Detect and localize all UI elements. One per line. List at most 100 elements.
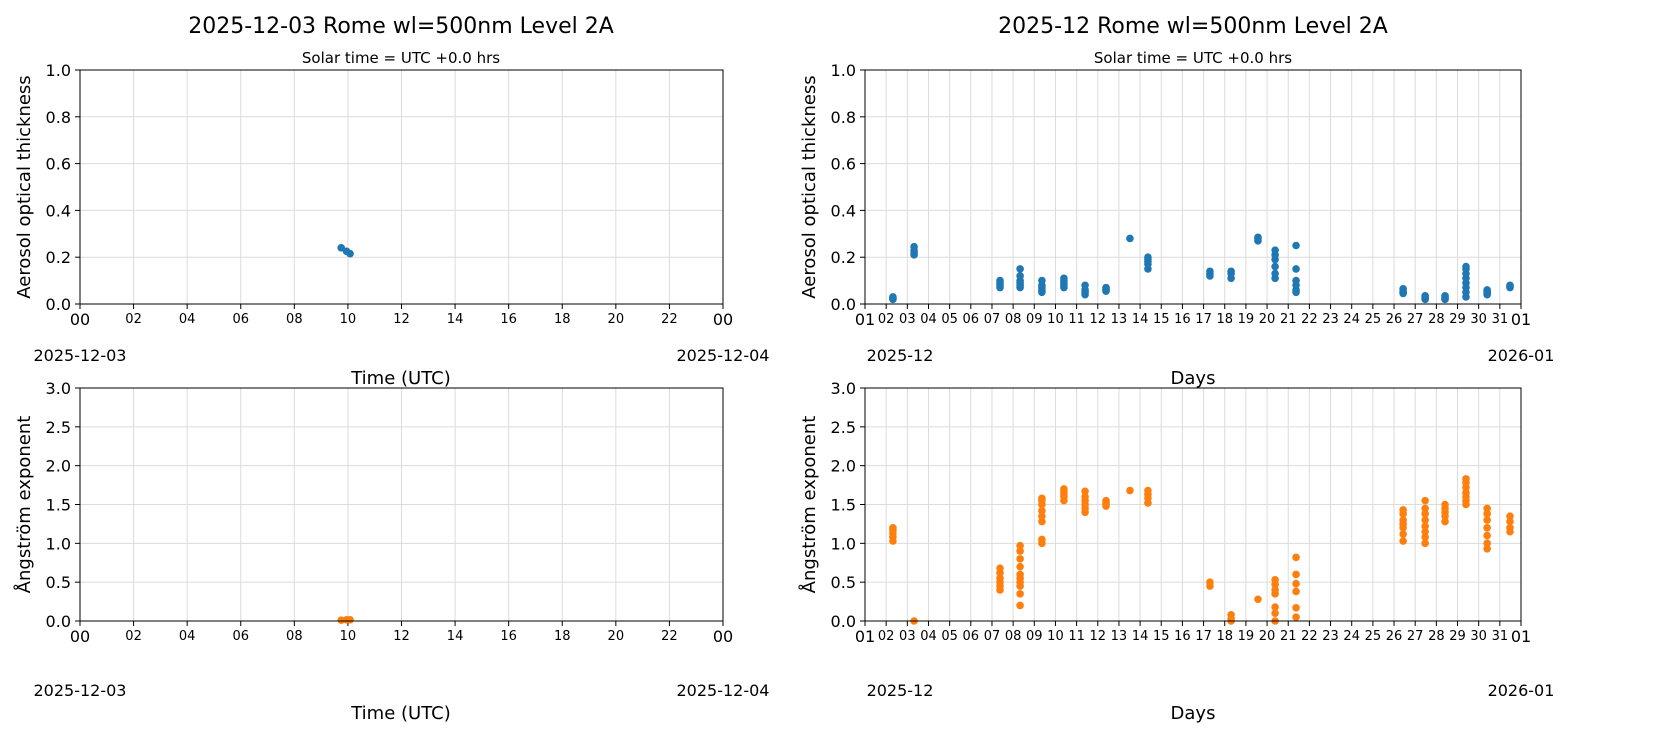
monthly-angstrom-point — [1254, 595, 1262, 604]
daily-aot-xend: 2025-12-04 — [677, 346, 770, 365]
monthly-angstrom-xtick-label: 07 — [984, 629, 1001, 644]
monthly-angstrom-frame — [864, 387, 1522, 622]
monthly-angstrom-ytick-label: 3.0 — [831, 379, 856, 398]
monthly-angstrom-point — [1399, 537, 1407, 545]
monthly-angstrom-point — [1483, 544, 1491, 553]
monthly-aot-xtick-label: 31 — [1492, 312, 1509, 327]
monthly-angstrom-point — [1271, 603, 1279, 611]
monthly-aot-xtick-label: 04 — [920, 312, 937, 327]
monthly-angstrom-xtick-label: 16 — [1174, 629, 1191, 644]
daily-angstrom-xtick-label: 02 — [125, 629, 142, 644]
monthly-angstrom-xtick-label: 12 — [1090, 629, 1107, 644]
daily-aot-xtick-label: 14 — [447, 312, 464, 327]
daily-angstrom-point — [346, 616, 354, 624]
monthly-angstrom-xtick-label: 13 — [1111, 629, 1128, 644]
monthly-aot-ytick-label: 0.6 — [831, 155, 856, 174]
monthly-aot-xtick-label: 26 — [1386, 312, 1403, 327]
daily-angstrom-xtick-label: 16 — [500, 629, 517, 644]
monthly-angstrom-point — [996, 574, 1004, 583]
monthly-angstrom-xtick-label: 19 — [1238, 629, 1255, 644]
daily-angstrom-ytick-label: 3.0 — [46, 379, 71, 398]
monthly-angstrom-xtick-label: 23 — [1322, 629, 1339, 644]
monthly-aot-point — [1016, 272, 1024, 280]
monthly-aot-point — [1462, 262, 1470, 271]
monthly-angstrom-point — [889, 524, 897, 532]
monthly-aot-xtick-label: 01 — [1511, 310, 1531, 329]
monthly-aot-xtick-label: 08 — [1005, 312, 1022, 327]
monthly-angstrom-point — [1038, 494, 1046, 503]
monthly-angstrom-point — [1206, 578, 1214, 586]
monthly-aot-point — [1421, 292, 1429, 300]
monthly-angstrom-point — [1483, 531, 1491, 540]
monthly-angstrom-xtick-label: 30 — [1470, 629, 1487, 644]
daily-subtitle: Solar time = UTC +0.0 hrs — [302, 49, 500, 67]
monthly-angstrom-ytick-label: 2.0 — [831, 457, 856, 476]
monthly-aot-xtick-label: 23 — [1322, 312, 1339, 327]
daily-aot-ytick-label: 0.6 — [46, 155, 71, 174]
daily-angstrom-xtick-label: 06 — [232, 629, 249, 644]
monthly-angstrom-xtick-label: 27 — [1407, 629, 1424, 644]
daily-angstrom-xtick-label: 12 — [393, 629, 410, 644]
monthly-angstrom-point — [1081, 492, 1089, 501]
monthly-aot-point — [1254, 233, 1262, 242]
daily-aot-xtick-label: 10 — [340, 312, 357, 327]
monthly-angstrom-xend: 2026-01 — [1488, 681, 1555, 700]
monthly-aot-xtick-label: 15 — [1153, 312, 1170, 327]
monthly-aot-point — [1292, 276, 1300, 285]
monthly-aot-xtick-label: 28 — [1428, 312, 1445, 327]
monthly-angstrom-point — [1506, 517, 1514, 526]
monthly-aot-point — [1506, 281, 1514, 290]
daily-aot-ylabel: Aerosol optical thickness — [14, 75, 35, 298]
monthly-aot-point — [910, 242, 918, 251]
monthly-angstrom-xtick-label: 22 — [1301, 629, 1318, 644]
monthly-angstrom-xtick-label: 20 — [1259, 629, 1276, 644]
monthly-aot-point — [1271, 246, 1279, 254]
monthly-aot-xtick-label: 20 — [1259, 312, 1276, 327]
monthly-angstrom-point — [1016, 601, 1024, 610]
monthly-angstrom-point — [1227, 610, 1235, 619]
monthly-angstrom-point — [1016, 541, 1024, 550]
monthly-angstrom-xtick-label: 31 — [1492, 629, 1509, 644]
monthly-angstrom-point — [1421, 533, 1429, 541]
monthly-angstrom-point — [1483, 524, 1491, 532]
monthly-aot-xtick-label: 13 — [1111, 312, 1128, 327]
monthly-angstrom-xtick-label: 05 — [941, 629, 958, 644]
monthly-angstrom-point — [1399, 516, 1407, 524]
monthly-angstrom-xtick-label: 26 — [1386, 629, 1403, 644]
daily-angstrom-ytick-label: 2.5 — [46, 418, 71, 437]
monthly-aot-xtick-label: 03 — [899, 312, 916, 327]
monthly-angstrom-point — [1016, 562, 1024, 571]
daily-angstrom-xtick-label: 20 — [608, 629, 625, 644]
monthly-aot-ytick-label: 0.2 — [831, 248, 856, 267]
monthly-angstrom-point — [1483, 504, 1491, 513]
monthly-angstrom-xtick-label: 21 — [1280, 629, 1297, 644]
monthly-angstrom-point — [1126, 486, 1134, 495]
monthly-aot-xtick-label: 22 — [1301, 312, 1318, 327]
daily-aot-xtick-label: 22 — [661, 312, 678, 327]
daily-aot-ytick-label: 1.0 — [46, 61, 71, 80]
daily-aot-ytick-label: 0.8 — [46, 108, 71, 127]
monthly-aot-point — [1441, 292, 1449, 300]
daily-angstrom-xtick-label: 00 — [713, 627, 733, 646]
monthly-angstrom-xtick-label: 29 — [1449, 629, 1466, 644]
monthly-aot-point — [1227, 267, 1235, 276]
monthly-angstrom-xtick-label: 28 — [1428, 629, 1445, 644]
monthly-angstrom-point — [996, 564, 1004, 572]
monthly-aot-point — [1102, 283, 1110, 292]
monthly-angstrom-xtick-label: 02 — [878, 629, 895, 644]
monthly-angstrom-point — [1081, 487, 1089, 496]
daily-aot-point — [346, 249, 354, 258]
monthly-aot-xtick-label: 29 — [1449, 312, 1466, 327]
monthly-aot-point — [1060, 274, 1068, 283]
monthly-angstrom-xtick-label: 04 — [920, 629, 937, 644]
monthly-aot-point — [1271, 262, 1279, 271]
monthly-angstrom-point — [1421, 539, 1429, 548]
daily-angstrom-xend: 2025-12-04 — [677, 681, 770, 700]
monthly-angstrom-xtick-label: 17 — [1195, 629, 1212, 644]
monthly-angstrom-point — [1421, 516, 1429, 524]
monthly-aot-xtick-label: 30 — [1470, 312, 1487, 327]
monthly-angstrom-point — [1506, 512, 1514, 520]
daily-angstrom-xtick-label: 08 — [286, 629, 303, 644]
monthly-aot-point — [1271, 269, 1279, 278]
monthly-angstrom-point — [1038, 506, 1046, 515]
